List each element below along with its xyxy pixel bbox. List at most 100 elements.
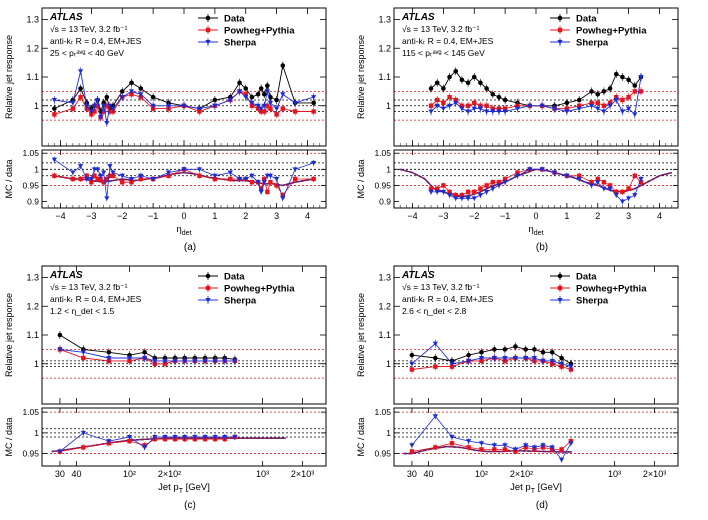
ratio-point: [227, 170, 233, 176]
legend-marker: [205, 273, 211, 279]
panel-label: (d): [536, 500, 548, 511]
ratio-point: [212, 173, 218, 179]
legend-label: Data: [224, 14, 245, 25]
legend-marker: [205, 15, 211, 21]
info-line: anti-kₜ R = 0.4, EM+JES: [402, 294, 494, 304]
data-point: [101, 103, 107, 109]
data-point: [280, 106, 285, 111]
data-point: [212, 358, 218, 364]
ratio-point: [101, 180, 106, 185]
data-point: [477, 106, 484, 112]
legend-marker: [557, 40, 563, 45]
ratio-point: [84, 177, 90, 182]
atlas-label: ATLAS: [49, 270, 83, 281]
ratio-y-tick-label: 1.05: [22, 148, 39, 158]
data-point: [626, 106, 632, 112]
legend-marker: [205, 285, 211, 291]
ratio-point: [127, 438, 132, 444]
data-point: [182, 358, 188, 364]
data-point: [620, 74, 625, 80]
fit-curve-dashed: [403, 445, 573, 455]
data-point: [107, 109, 113, 114]
ratio-point: [280, 192, 285, 198]
data-point: [502, 356, 508, 361]
data-point: [262, 109, 267, 114]
ratio-y-tick-label: 0.95: [22, 449, 39, 459]
ratio-point: [129, 180, 134, 185]
data-point: [502, 97, 508, 103]
legend-marker: [205, 298, 211, 303]
ratio-y-tick-label: 0.9: [379, 197, 391, 207]
panel-a: −4 −3 −2 −1 0 1 2 3 4 1 1.1 1.2 1.3 0.9 0.95 1 1.05 Relat…: [4, 7, 327, 253]
ratio-point: [453, 192, 458, 198]
ratio-point: [589, 180, 594, 185]
ratio-point: [52, 173, 57, 178]
ratio-point: [258, 189, 264, 195]
ratio-point: [459, 192, 465, 198]
ratio-point: [280, 196, 286, 201]
data-point: [94, 98, 101, 103]
ratio-point: [523, 443, 529, 448]
data-point: [607, 103, 613, 109]
ratio-point: [292, 167, 298, 172]
data-point: [138, 92, 144, 97]
x-tick-label: 10²: [123, 469, 136, 479]
atlas-label: ATLAS: [49, 12, 83, 23]
data-point: [255, 103, 261, 109]
data-point: [128, 89, 135, 94]
data-point: [292, 109, 298, 114]
ratio-point: [568, 441, 574, 446]
data-point: [264, 89, 270, 94]
ratio-point: [502, 447, 508, 452]
data-point: [428, 103, 434, 108]
ratio-point: [104, 176, 110, 182]
data-point: [192, 358, 198, 364]
x-tick-label: −2: [469, 211, 479, 221]
x-tick-label: 2×10²: [510, 469, 533, 479]
data-point: [106, 356, 112, 361]
data-point: [453, 68, 459, 74]
info-line: anti-kₜ R = 0.4, EM+JES: [50, 36, 142, 46]
data-point: [523, 347, 529, 352]
ratio-point: [89, 180, 94, 185]
data-point: [409, 361, 415, 367]
data-point: [162, 358, 168, 364]
ratio-point: [98, 173, 104, 179]
ratio-point: [181, 167, 187, 172]
data-point: [196, 106, 203, 112]
top-y-tick-label: 1.2: [26, 301, 39, 311]
data-point: [619, 109, 626, 115]
legend-label: Data: [576, 14, 597, 25]
top-y-tick-label: 1: [386, 101, 391, 111]
data-point: [268, 106, 273, 111]
ratio-point: [428, 189, 434, 195]
data-point: [80, 350, 86, 355]
series-line-data: [59, 334, 235, 360]
data-point: [267, 100, 274, 106]
ratio-point: [484, 189, 490, 195]
ratio-point: [92, 173, 97, 178]
ratio-point: [626, 186, 631, 191]
ratio-point: [564, 173, 570, 179]
data-point: [478, 356, 485, 361]
ratio-y-tick-label: 0.9: [27, 197, 39, 207]
data-point: [632, 112, 638, 117]
ratio-y-tick-label: 0.95: [374, 449, 391, 459]
data-point: [540, 349, 546, 355]
ratio-point: [267, 173, 274, 179]
ratio-y-tick-label: 1: [386, 428, 391, 438]
x-tick-label: 1: [564, 211, 569, 221]
ratio-point: [449, 435, 455, 440]
ratio-point: [613, 193, 619, 198]
data-point: [601, 103, 607, 108]
ratio-point: [479, 447, 484, 452]
ratio-point: [192, 435, 198, 440]
data-point: [459, 106, 465, 112]
data-point: [626, 94, 631, 100]
ratio-point: [465, 196, 471, 201]
data-point: [165, 103, 172, 109]
info-line: 2.6 < η_det < 2.8: [402, 306, 467, 316]
data-point: [435, 97, 440, 103]
legend-label: Sherpa: [576, 296, 609, 307]
data-point: [311, 95, 317, 100]
